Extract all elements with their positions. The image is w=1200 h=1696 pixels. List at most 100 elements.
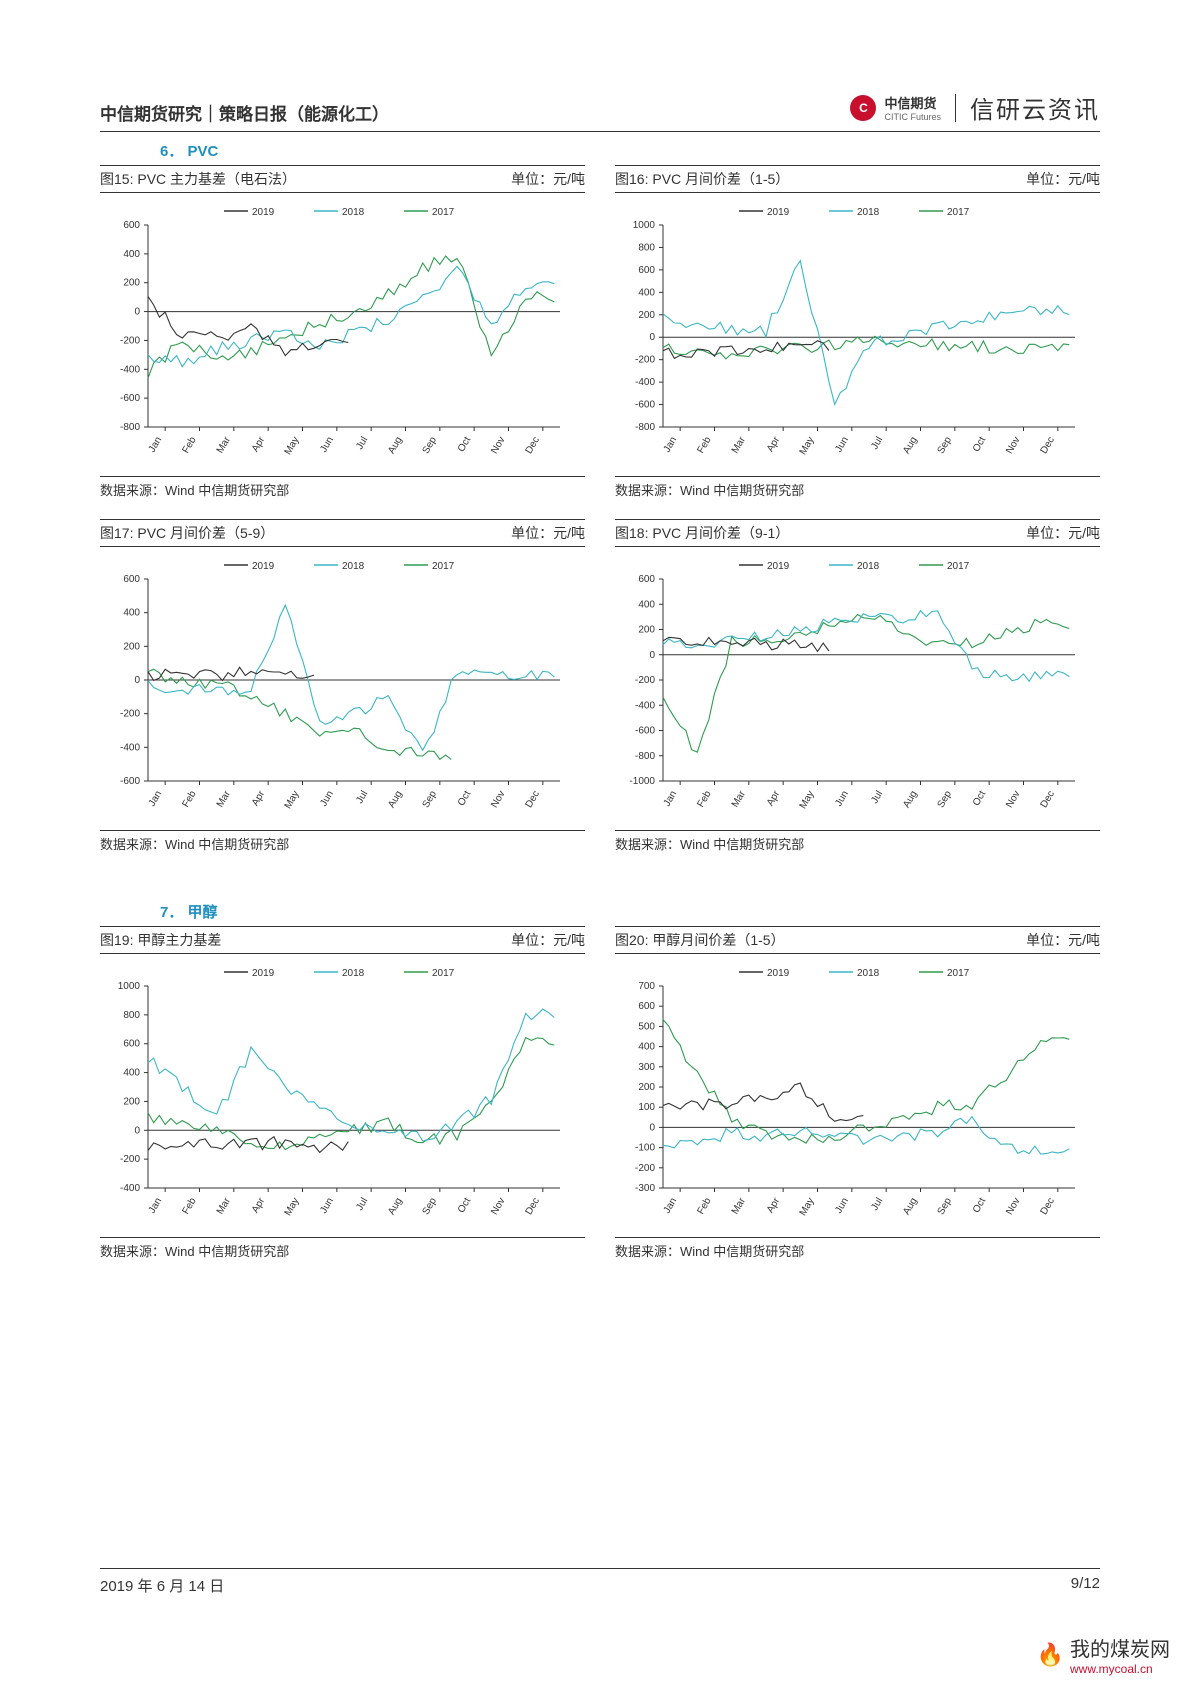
brand-sub: 信研云资讯	[970, 90, 1100, 125]
chart-block: 图19: 甲醇主力基差 单位：元/吨 -400-2000200400600800…	[100, 926, 585, 1260]
svg-text:Jan: Jan	[147, 435, 165, 454]
svg-text:2019: 2019	[767, 968, 790, 979]
svg-text:-600: -600	[120, 776, 140, 787]
page-footer: 2019 年 6 月 14 日 9/12	[100, 1568, 1100, 1596]
chart-canvas: -600-400-2000200400600JanFebMarAprMayJun…	[100, 547, 585, 828]
chart-source: 数据来源：Wind 中信期货研究部	[615, 476, 1100, 499]
svg-text:Oct: Oct	[971, 789, 988, 808]
chart-title-row: 图15: PVC 主力基差（电石法） 单位：元/吨	[100, 165, 585, 193]
chart-unit: 单位：元/吨	[1026, 930, 1100, 950]
svg-text:Feb: Feb	[695, 1196, 713, 1217]
svg-text:-600: -600	[635, 726, 655, 737]
svg-text:Jun: Jun	[833, 435, 851, 454]
report-title: 中信期货研究｜策略日报（能源化工）	[100, 100, 389, 125]
chart-title: 图18: PVC 月间价差（9-1）	[615, 523, 789, 543]
svg-text:200: 200	[123, 1096, 140, 1107]
chart-title: 图20: 甲醇月间价差（1-5）	[615, 930, 785, 950]
svg-text:-300: -300	[635, 1183, 655, 1194]
chart-canvas: -300-200-1000100200300400500600700JanFeb…	[615, 954, 1100, 1235]
svg-text:Aug: Aug	[901, 435, 919, 456]
chart-block: 图16: PVC 月间价差（1-5） 单位：元/吨 -800-600-400-2…	[615, 165, 1100, 499]
chart-title-row: 图17: PVC 月间价差（5-9） 单位：元/吨	[100, 519, 585, 547]
chart-source: 数据来源：Wind 中信期货研究部	[100, 830, 585, 853]
svg-text:Jul: Jul	[354, 1196, 370, 1213]
chart-svg: -600-400-2000200400600JanFebMarAprMayJun…	[100, 553, 570, 823]
svg-text:2019: 2019	[252, 561, 275, 572]
svg-text:2019: 2019	[767, 207, 790, 218]
svg-text:Apr: Apr	[765, 434, 783, 454]
svg-text:2018: 2018	[857, 207, 880, 218]
section-heading: 6． PVC	[160, 140, 1100, 161]
section-label: PVC	[188, 143, 219, 160]
footer-page: 9/12	[1071, 1575, 1100, 1596]
svg-text:-400: -400	[120, 1183, 140, 1194]
section-num: 7．	[160, 904, 183, 921]
svg-text:Mar: Mar	[215, 1195, 233, 1216]
svg-text:Aug: Aug	[901, 789, 919, 810]
svg-text:Oct: Oct	[456, 1196, 473, 1215]
svg-text:Sep: Sep	[421, 435, 440, 456]
svg-text:May: May	[283, 1196, 302, 1218]
svg-text:Feb: Feb	[180, 789, 198, 810]
svg-text:400: 400	[123, 249, 140, 260]
charts-grid: 图15: PVC 主力基差（电石法） 单位：元/吨 -800 -600 -400 -2…	[100, 165, 1100, 853]
svg-text:-200: -200	[120, 1154, 140, 1165]
svg-text:-400: -400	[120, 364, 140, 375]
svg-text:Nov: Nov	[489, 435, 507, 456]
chart-svg: -800-600-400-2000200400600JanFebMarAprMa…	[100, 199, 570, 469]
svg-text:2017: 2017	[432, 561, 455, 572]
svg-text:May: May	[283, 789, 302, 811]
svg-text:200: 200	[638, 625, 655, 636]
svg-text:May: May	[798, 789, 817, 811]
svg-text:400: 400	[638, 599, 655, 610]
svg-text:200: 200	[638, 1082, 655, 1093]
svg-text:Jul: Jul	[354, 435, 370, 452]
svg-text:100: 100	[638, 1102, 655, 1113]
svg-text:600: 600	[123, 574, 140, 585]
svg-text:Nov: Nov	[489, 789, 507, 810]
svg-text:Nov: Nov	[489, 1196, 507, 1217]
section-num: 6．	[160, 143, 183, 160]
svg-text:-800: -800	[120, 422, 140, 433]
svg-text:Jul: Jul	[869, 435, 885, 452]
footer-date: 2019 年 6 月 14 日	[100, 1575, 224, 1596]
svg-text:-200: -200	[120, 709, 140, 720]
svg-text:2017: 2017	[432, 968, 455, 979]
svg-text:Aug: Aug	[386, 435, 404, 456]
brand-block: C 中信期货 CITIC Futures 信研云资讯	[850, 90, 1100, 125]
chart-source: 数据来源：Wind 中信期货研究部	[615, 830, 1100, 853]
svg-text:Sep: Sep	[936, 435, 955, 456]
svg-text:Jun: Jun	[318, 1196, 336, 1215]
svg-text:1000: 1000	[118, 981, 141, 992]
svg-text:Aug: Aug	[386, 789, 404, 810]
svg-text:Oct: Oct	[456, 435, 473, 454]
svg-text:200: 200	[123, 278, 140, 289]
chart-title: 图19: 甲醇主力基差	[100, 930, 221, 950]
svg-text:Apr: Apr	[765, 788, 783, 808]
svg-text:400: 400	[638, 287, 655, 298]
svg-text:Sep: Sep	[421, 1196, 440, 1217]
chart-svg: -300-200-1000100200300400500600700JanFeb…	[615, 960, 1085, 1230]
svg-text:2018: 2018	[342, 968, 365, 979]
svg-text:2017: 2017	[947, 968, 970, 979]
svg-text:800: 800	[123, 1010, 140, 1021]
svg-text:May: May	[798, 1196, 817, 1218]
section-label: 甲醇	[188, 904, 218, 921]
svg-text:-200: -200	[635, 355, 655, 366]
svg-text:600: 600	[638, 265, 655, 276]
chart-canvas: -800-600-400-20002004006008001000JanFebM…	[615, 193, 1100, 474]
chart-canvas: -1000-800-600-400-2000200400600JanFebMar…	[615, 547, 1100, 828]
svg-text:Feb: Feb	[695, 789, 713, 810]
chart-unit: 单位：元/吨	[511, 169, 585, 189]
chart-title-row: 图18: PVC 月间价差（9-1） 单位：元/吨	[615, 519, 1100, 547]
svg-text:Aug: Aug	[386, 1196, 404, 1217]
chart-title-row: 图19: 甲醇主力基差 单位：元/吨	[100, 926, 585, 954]
svg-text:-200: -200	[635, 1163, 655, 1174]
svg-text:700: 700	[638, 981, 655, 992]
svg-text:Jun: Jun	[318, 789, 336, 808]
svg-text:Apr: Apr	[765, 1195, 783, 1215]
svg-text:200: 200	[123, 641, 140, 652]
brand-cn: 中信期货	[884, 93, 941, 112]
svg-text:-600: -600	[635, 400, 655, 411]
svg-text:Mar: Mar	[215, 788, 233, 809]
